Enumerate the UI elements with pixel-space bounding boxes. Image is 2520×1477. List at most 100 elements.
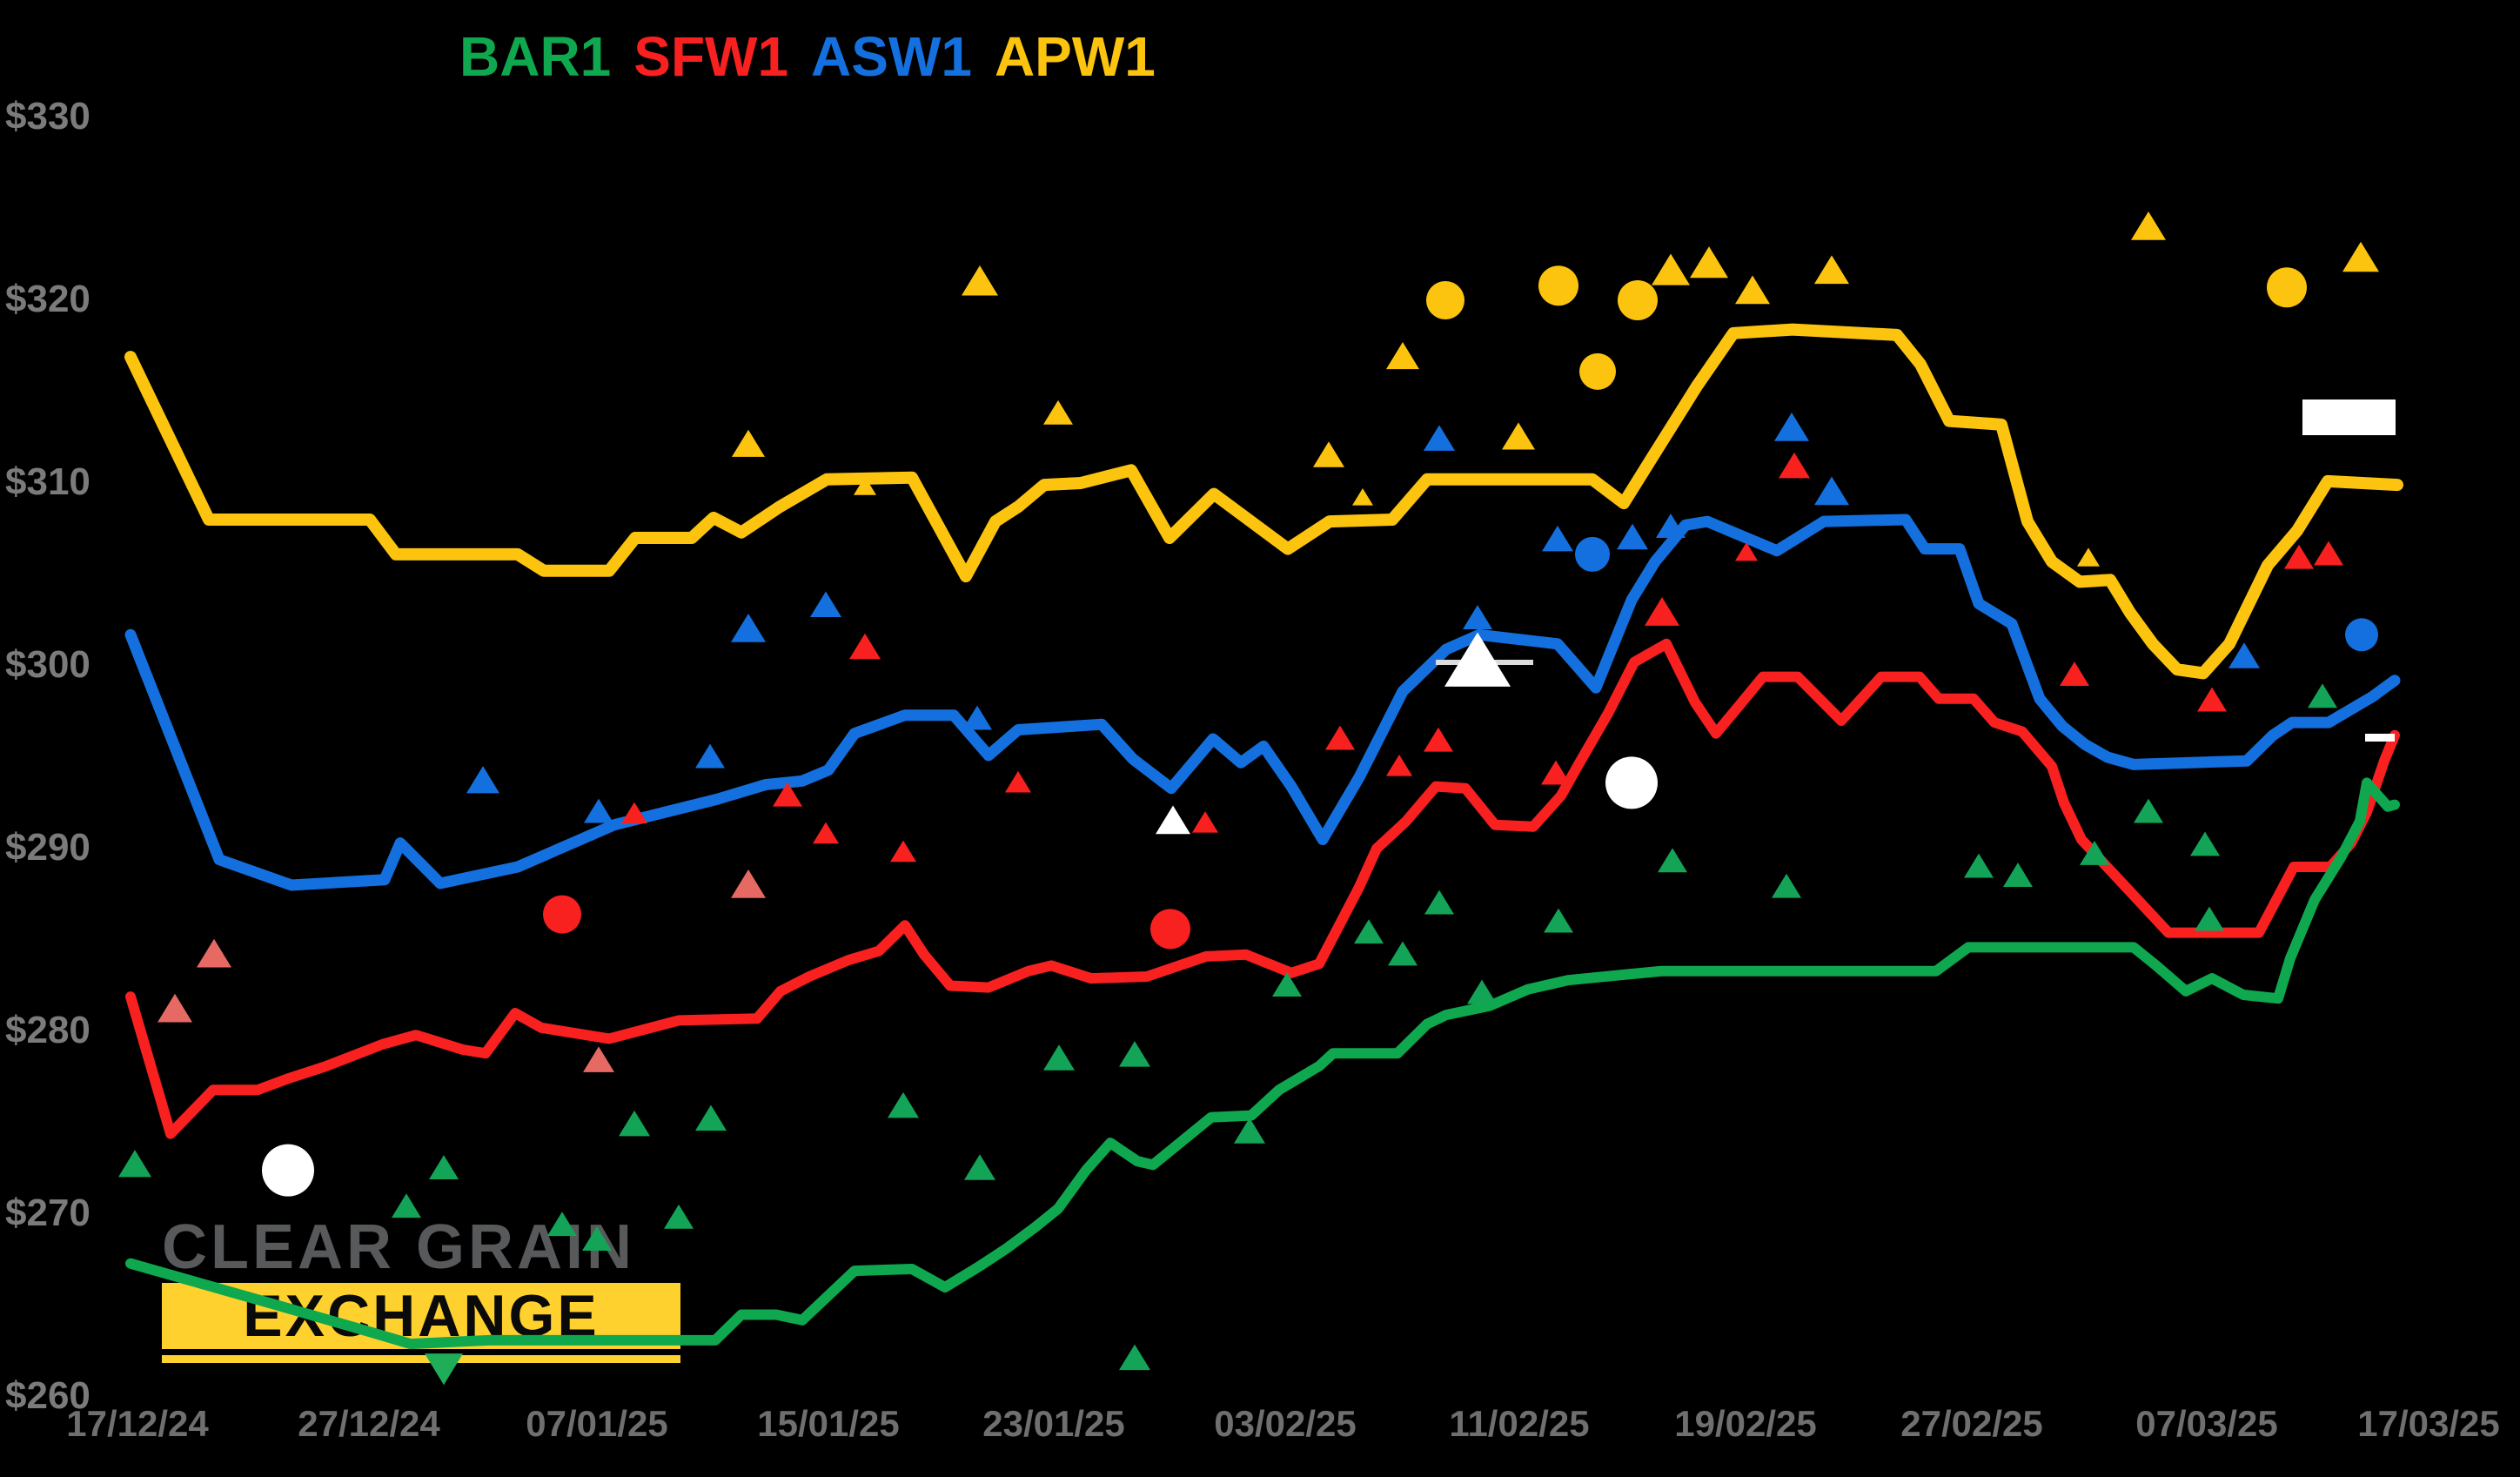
marker-triangle-icon: [964, 1154, 995, 1180]
marker-triangle-icon: [1325, 725, 1355, 750]
marker-triangle-icon: [1502, 422, 1535, 450]
marker-rect-icon: [2365, 734, 2395, 742]
x-axis-label-11-02-25: 11/02/25: [1449, 1403, 1590, 1444]
marker-triangle-icon: [1444, 632, 1511, 687]
marker-triangle-icon: [1645, 597, 1679, 626]
series-line-sfw1: [125, 638, 2400, 1139]
y-axis-label-300: $300: [5, 643, 90, 686]
marker-triangle-icon: [1735, 275, 1770, 305]
chart-legend: BAR1 SFW1 ASW1 APW1: [459, 24, 1156, 89]
marker-triangle-icon: [1043, 1044, 1075, 1071]
marker-triangle-icon: [1772, 873, 1801, 898]
marker-triangle-icon: [621, 802, 647, 824]
x-axis-label-27-02-25: 27/02/25: [1900, 1403, 2043, 1444]
marker-triangle-icon: [1424, 425, 1455, 451]
marker-circle-icon: [1575, 536, 1610, 572]
marker-triangle-icon: [1814, 476, 1849, 506]
y-axis-label-310: $310: [5, 460, 90, 503]
marker-triangle-icon: [849, 633, 881, 660]
marker-circle-icon: [1579, 352, 1616, 390]
series-line-apw1: [124, 323, 2403, 680]
marker-triangle-icon: [890, 840, 916, 863]
marker-triangle-icon: [118, 1150, 151, 1178]
marker-circle-icon: [2345, 618, 2378, 652]
marker-triangle-icon: [2131, 211, 2166, 240]
marker-triangle-down-icon: [425, 1353, 463, 1386]
marker-triangle-icon: [1388, 941, 1418, 966]
x-axis-label-07-03-25: 07/03/25: [2135, 1403, 2278, 1444]
marker-triangle-icon: [732, 429, 765, 457]
y-axis-label-270: $270: [5, 1192, 90, 1234]
marker-triangle-icon: [1424, 727, 1453, 752]
marker-triangle-icon: [813, 822, 839, 844]
watermark-text-clear-grain: CLEAR GRAIN: [162, 1212, 635, 1282]
x-axis-label-03-02-25: 03/02/25: [1214, 1403, 1357, 1444]
x-axis-label-17-12-24: 17/12/24: [66, 1403, 209, 1444]
marker-triangle-icon: [1192, 811, 1218, 833]
marker-triangle-icon: [1467, 979, 1497, 1004]
legend-item-apw1: APW1: [994, 25, 1156, 88]
marker-circle-icon: [2267, 267, 2307, 308]
marker-triangle-icon: [2190, 831, 2220, 856]
marker-triangle-icon: [429, 1155, 459, 1180]
marker-triangle-icon: [1652, 253, 1690, 285]
marker-triangle-icon: [1005, 770, 1031, 793]
marker-triangle-icon: [854, 476, 876, 495]
marker-triangle-icon: [1617, 523, 1648, 550]
marker-triangle-icon: [1779, 452, 1810, 479]
marker-triangle-icon: [584, 798, 613, 823]
marker-triangle-icon: [547, 1212, 577, 1237]
marker-triangle-icon: [583, 1046, 614, 1072]
marker-triangle-icon: [1386, 754, 1412, 776]
watermark-underline: [162, 1355, 680, 1363]
marker-circle-icon: [1150, 909, 1190, 950]
marker-triangle-icon: [158, 993, 192, 1023]
marker-triangle-icon: [1541, 760, 1571, 785]
marker-triangle-icon: [2134, 798, 2163, 823]
marker-triangle-icon: [1352, 487, 1373, 506]
marker-triangle-icon: [664, 1204, 694, 1229]
x-axis-label-27-12-24: 27/12/24: [298, 1403, 440, 1444]
y-axis-label-280: $280: [5, 1009, 90, 1051]
marker-triangle-icon: [197, 938, 231, 968]
marker-triangle-icon: [810, 591, 841, 617]
marker-triangle-icon: [888, 1091, 919, 1118]
marker-circle-icon: [1605, 756, 1658, 809]
x-axis-label-15-01-25: 15/01/25: [757, 1403, 900, 1444]
marker-triangle-icon: [1156, 805, 1190, 835]
marker-triangle-icon: [1354, 919, 1384, 944]
marker-triangle-icon: [1463, 605, 1492, 629]
marker-triangle-icon: [392, 1193, 421, 1219]
marker-circle-icon: [1618, 280, 1658, 320]
marker-triangle-icon: [962, 705, 992, 730]
x-axis-label-19-02-25: 19/02/25: [1674, 1403, 1817, 1444]
marker-triangle-icon: [1272, 972, 1302, 997]
marker-rect-icon: [2302, 399, 2396, 435]
marker-triangle-icon: [1658, 848, 1687, 873]
marker-triangle-icon: [1735, 542, 1758, 561]
marker-triangle-icon: [1119, 1344, 1150, 1371]
y-axis-label-320: $320: [5, 278, 90, 320]
legend-item-sfw1: SFW1: [633, 25, 789, 88]
marker-triangle-icon: [2195, 906, 2224, 931]
series-line-bar1: [125, 777, 2400, 1350]
x-axis-label-23-01-25: 23/01/25: [982, 1403, 1125, 1444]
marker-triangle-icon: [773, 782, 802, 807]
marker-triangle-icon: [2314, 540, 2343, 566]
marker-triangle-icon: [1043, 399, 1073, 425]
marker-triangle-icon: [2060, 661, 2089, 687]
marker-triangle-icon: [1814, 255, 1849, 285]
series-line-asw1: [124, 514, 2401, 891]
marker-triangle-icon: [962, 265, 998, 296]
marker-triangle-icon: [695, 743, 725, 769]
marker-triangle-icon: [2342, 241, 2379, 272]
x-axis-label-17-03-25: 17/03/25: [2357, 1403, 2500, 1444]
marker-triangle-icon: [1656, 514, 1686, 538]
marker-triangle-icon: [1544, 908, 1573, 933]
marker-triangle-icon: [1313, 441, 1344, 467]
marker-triangle-icon: [1119, 1041, 1150, 1067]
marker-triangle-icon: [1774, 412, 1809, 441]
marker-triangle-icon: [619, 1110, 650, 1137]
marker-triangle-icon: [2197, 687, 2227, 712]
marker-circle-icon: [262, 1144, 314, 1197]
